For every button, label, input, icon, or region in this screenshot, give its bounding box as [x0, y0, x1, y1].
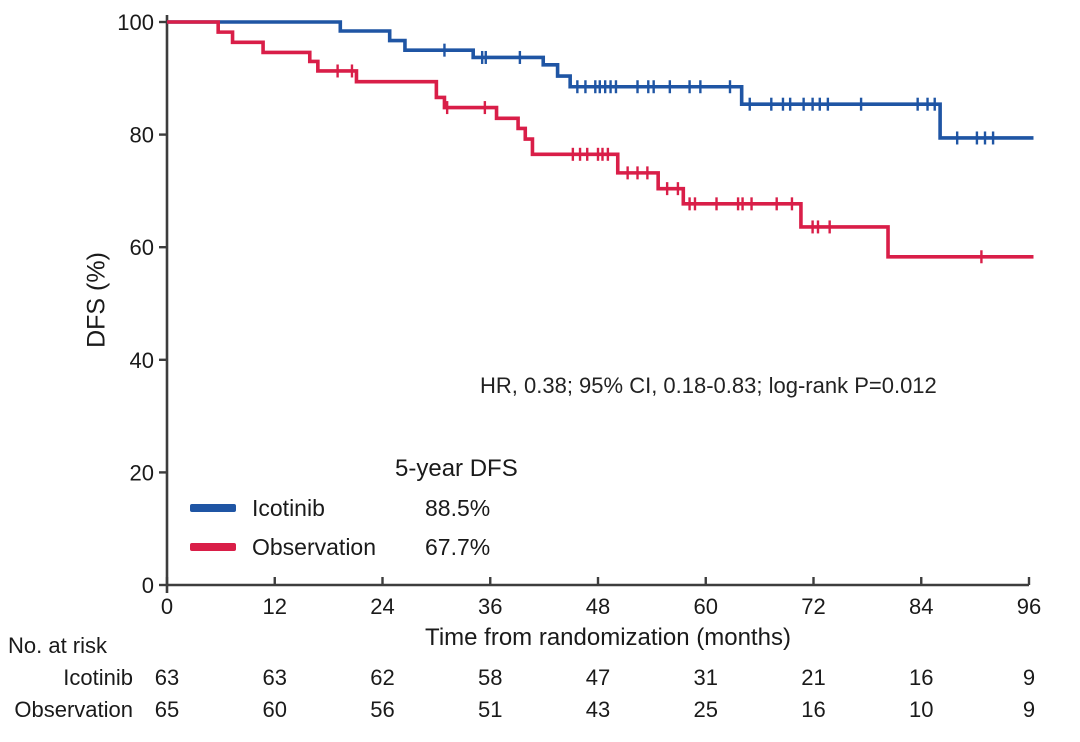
- legend-value: 67.7%: [425, 533, 491, 560]
- y-tick-label: 80: [130, 123, 154, 148]
- risk-count: 56: [370, 697, 395, 722]
- risk-row-icotinib: Icotinib 63 63 62 58 47 31 21 16 9: [0, 665, 1080, 691]
- risk-count: 63: [154, 665, 180, 690]
- risk-count: 31: [693, 665, 718, 690]
- hr-annotation: HR, 0.38; 95% CI, 0.18-0.83; log-rank P=…: [480, 373, 937, 398]
- risk-count: 62: [370, 665, 395, 690]
- x-tick-label: 84: [909, 594, 933, 619]
- x-tick-label: 0: [161, 594, 173, 619]
- risk-count: 9: [1022, 665, 1036, 690]
- y-tick-label: 40: [130, 348, 154, 373]
- legend-label: Icotinib: [252, 494, 325, 521]
- observation-line-swatch: [190, 543, 236, 551]
- risk-count: 9: [1022, 697, 1036, 722]
- risk-count: 65: [154, 697, 180, 722]
- x-tick-label: 36: [478, 594, 502, 619]
- x-tick-label: 60: [694, 594, 718, 619]
- risk-row-label: Icotinib: [63, 665, 133, 690]
- risk-count: 58: [478, 665, 503, 690]
- risk-count: 63: [262, 665, 287, 690]
- risk-row-label: Observation: [14, 697, 133, 722]
- risk-count: 60: [262, 697, 287, 722]
- x-tick-label: 12: [263, 594, 287, 619]
- risk-row-observation: Observation 65 60 56 51 43 25 16 10 9: [0, 697, 1080, 723]
- x-tick-label: 72: [801, 594, 825, 619]
- legend-header: 5-year DFS: [395, 455, 518, 482]
- risk-count: 10: [909, 697, 934, 722]
- y-tick-label: 20: [130, 460, 154, 485]
- y-tick-label: 0: [142, 573, 154, 598]
- y-axis-title: DFS (%): [82, 252, 111, 348]
- x-tick-label: 24: [370, 594, 394, 619]
- risk-count: 51: [478, 697, 503, 722]
- x-tick-label: 48: [586, 594, 610, 619]
- legend-value: 88.5%: [425, 494, 491, 521]
- risk-table-title: No. at risk: [8, 633, 108, 658]
- icotinib-curve: [167, 20, 1034, 140]
- x-axis-title: Time from randomization (months): [425, 624, 791, 651]
- risk-count: 21: [801, 665, 826, 690]
- risk-count: 43: [585, 697, 611, 722]
- legend-entry-observation: Observation 67.7%: [190, 533, 491, 560]
- risk-count: 16: [801, 697, 826, 722]
- icotinib-line-swatch: [190, 504, 236, 512]
- risk-count: 25: [693, 697, 718, 722]
- risk-count: 47: [585, 665, 611, 690]
- y-tick-label: 100: [117, 10, 154, 35]
- observation-curve: [167, 20, 1034, 259]
- risk-count: 16: [909, 665, 934, 690]
- legend-entry-icotinib: Icotinib 88.5%: [190, 494, 491, 521]
- y-tick-label: 60: [130, 235, 154, 260]
- x-tick-label: 96: [1017, 594, 1041, 619]
- legend-label: Observation: [252, 533, 377, 560]
